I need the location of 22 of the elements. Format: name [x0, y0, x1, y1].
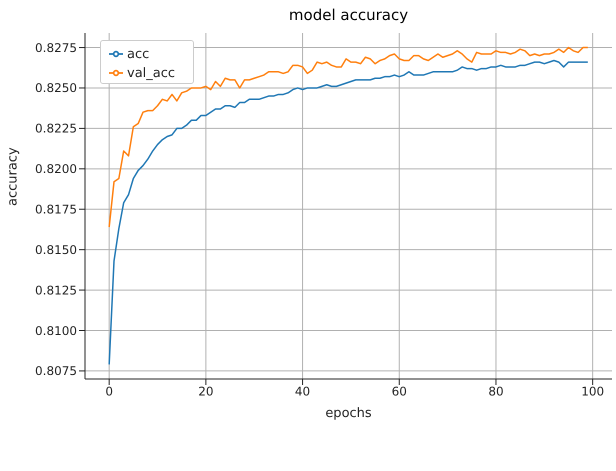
line-series	[108, 60, 589, 366]
line-series	[108, 46, 589, 228]
x-tick-label: 60	[392, 384, 407, 399]
x-tick-label: 80	[488, 384, 504, 399]
x-tick-label: 100	[581, 384, 604, 399]
y-axis-title: accuracy	[6, 147, 21, 206]
legend-label: acc	[127, 47, 150, 62]
x-axis-title: epochs	[325, 406, 372, 421]
y-tick-label: 0.8150	[35, 242, 77, 257]
y-tick-label: 0.8125	[35, 283, 77, 298]
y-tick-label: 0.8075	[35, 364, 77, 378]
y-tick-label: 0.8275	[35, 40, 77, 55]
y-tick-label: 0.8100	[35, 324, 77, 338]
y-tick-label: 0.8200	[35, 162, 77, 176]
chart-title: model accuracy	[288, 6, 410, 24]
x-tick-label: 0	[105, 384, 113, 399]
y-tick-label: 0.8175	[35, 202, 77, 216]
y-tick-label: 0.8250	[35, 81, 77, 96]
x-tick-label: 20	[198, 384, 214, 399]
x-tick-label: 40	[294, 384, 310, 399]
legend-label: val_acc	[127, 66, 176, 81]
y-tick-label: 0.8225	[35, 122, 77, 136]
